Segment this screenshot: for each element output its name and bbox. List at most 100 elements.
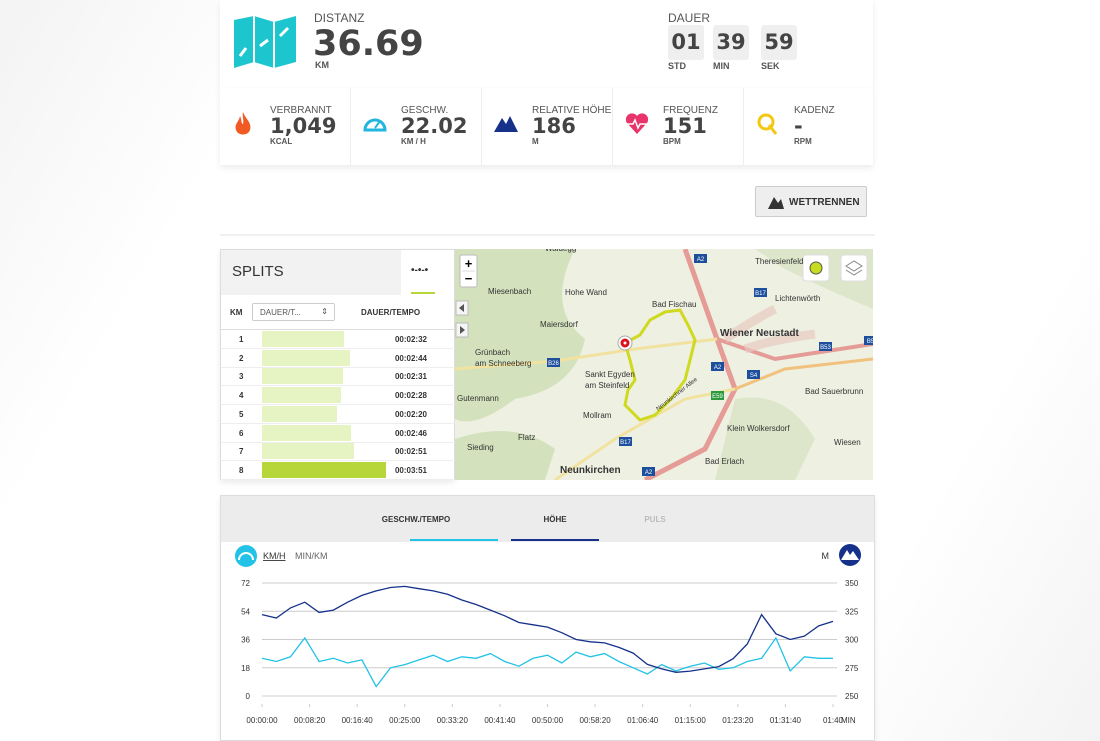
stat-icon	[363, 118, 387, 132]
split-bar	[262, 405, 338, 422]
x-tick-label: 00:41:40	[484, 716, 516, 725]
split-bar	[262, 368, 344, 385]
road-label: A2	[697, 257, 705, 263]
stat-label: KADENZ	[794, 105, 835, 116]
col-km: KM	[230, 308, 243, 317]
map-label: am Steinfeld	[585, 381, 629, 390]
road-badge: E59	[711, 391, 724, 400]
map-label: Bad Erlach	[705, 457, 744, 466]
split-km: 8	[239, 465, 244, 475]
x-tick-label: 00:25:00	[389, 716, 421, 725]
x-tick-label: 00:08:20	[294, 716, 326, 725]
road-badge-bg	[711, 362, 724, 371]
tab-underline	[410, 539, 498, 541]
y-tick-label: 18	[241, 664, 250, 673]
y2-tick-label: 300	[845, 636, 859, 645]
toggle-underline	[411, 292, 435, 294]
x-unit: MIN	[841, 716, 856, 725]
split-time: 00:02:51	[394, 447, 427, 457]
duration-unit: STD	[668, 61, 686, 71]
split-bar	[262, 331, 344, 347]
summary-card: DISTANZ 36.69 KM DAUER 01 STD 39 MIN 59 SEK	[220, 0, 873, 88]
race-button[interactable]: WETTRENNEN	[755, 186, 867, 217]
x-tick-label: 01:40	[823, 716, 844, 725]
chart-panel	[220, 495, 875, 741]
stat-cell: KADENZ - RPM	[744, 88, 875, 165]
stat-value: -	[794, 114, 803, 138]
split-time: 00:02:20	[394, 409, 427, 419]
map-label: Sankt Egyden	[585, 370, 635, 379]
col-time: DAUER/TEMPO	[361, 308, 421, 317]
split-bar	[262, 424, 352, 441]
map-label: Miesenbach	[488, 287, 531, 296]
stat-cell: FREQUENZ 151 BPM	[613, 88, 744, 165]
x-tick-label: 01:15:00	[675, 716, 707, 725]
divider	[220, 234, 875, 236]
x-tick-label: 01:31:40	[770, 716, 802, 725]
unit-primary[interactable]: KM/H	[263, 551, 286, 561]
road-badge: S4	[747, 370, 760, 379]
road-badge-bg	[642, 467, 655, 476]
duration-value: 01	[668, 25, 704, 60]
road-badge: B17	[619, 437, 632, 446]
x-tick-label: 00:16:40	[342, 716, 374, 725]
splits-view-toggle[interactable]: •-•-•	[411, 265, 429, 276]
map-label: Gutenmann	[457, 394, 499, 403]
stat-value: 1,049	[270, 114, 337, 138]
stat-label: RELATIVE HÖHE	[532, 105, 612, 116]
distance-value: 36.69	[313, 24, 424, 64]
stat-icon	[757, 113, 778, 135]
y-tick-label: 36	[241, 636, 250, 645]
stats-card: VERBRANNT 1,049 KCAL GESCHW. 22.02 KM / H RELA…	[220, 88, 873, 165]
splits-title: SPLITS	[232, 263, 284, 280]
split-row: 2 00:02:44	[221, 349, 455, 368]
road-badge-bg	[694, 254, 707, 263]
x-tick-label: 00:58:20	[580, 716, 612, 725]
road-label: S4	[750, 373, 758, 379]
y-tick-label: 72	[241, 579, 250, 588]
map-label: Sieding	[467, 443, 494, 452]
elevation-icon-glyph	[841, 550, 859, 560]
road-label: B26	[548, 361, 559, 367]
speed-icon-glyph	[238, 552, 254, 561]
split-km: 1	[239, 335, 244, 344]
stat-unit: M	[532, 137, 539, 146]
split-bar	[262, 387, 342, 404]
stat-icon	[235, 112, 251, 135]
zoom-in[interactable]: +	[465, 256, 473, 271]
map-label: Neunkirchen	[560, 465, 621, 476]
splits-rows: 1 00:02:32 2 00:02:44 3 00:02:31 4 00:02:28 5 00:…	[221, 330, 455, 480]
unit-alt[interactable]: MIN/KM	[295, 551, 328, 561]
split-time: 00:02:32	[394, 335, 427, 344]
duration-label: DAUER	[668, 11, 711, 25]
stat-value: 22.02	[401, 114, 468, 138]
split-row: 4 00:02:28	[221, 386, 455, 406]
tab-label[interactable]: GESCHW./TEMPO	[382, 515, 450, 524]
race-icon	[768, 195, 784, 209]
split-row: 6 00:02:46	[221, 424, 455, 443]
stat-cell: VERBRANNT 1,049 KCAL	[220, 88, 351, 165]
road-label: B17	[755, 291, 766, 297]
zoom-out[interactable]: −	[465, 271, 473, 286]
map-label: Bad Fischau	[652, 300, 696, 309]
col-select[interactable]: DAUER/T... ⇕	[252, 303, 335, 321]
duration-value: 39	[713, 25, 749, 60]
duration-unit: SEK	[761, 61, 780, 71]
road-badge-bg	[747, 370, 760, 379]
chart: GESCHW./TEMPO HÖHE PULS KM/H MIN/KM M 0 18 36 54 7…	[235, 515, 861, 725]
road-badge: B17	[754, 288, 767, 297]
split-km: 5	[239, 409, 244, 419]
speed-icon	[235, 545, 257, 567]
split-time: 00:02:28	[394, 391, 427, 401]
split-row: 7 00:02:51	[221, 442, 455, 462]
y-tick-label: 54	[241, 607, 250, 616]
split-bar	[262, 443, 354, 460]
stat-unit: KM / H	[401, 137, 426, 146]
split-row: 1 00:02:32	[221, 330, 455, 349]
road-badge: B26	[547, 358, 560, 367]
tab-label[interactable]: PULS	[644, 515, 666, 524]
road-badge-bg	[619, 437, 632, 446]
tab-label[interactable]: HÖHE	[543, 515, 567, 524]
split-time: 00:02:31	[394, 372, 427, 382]
map[interactable]: +− Waldegg Theresienfeld Miesenbach Hohe Wan…	[455, 249, 873, 480]
